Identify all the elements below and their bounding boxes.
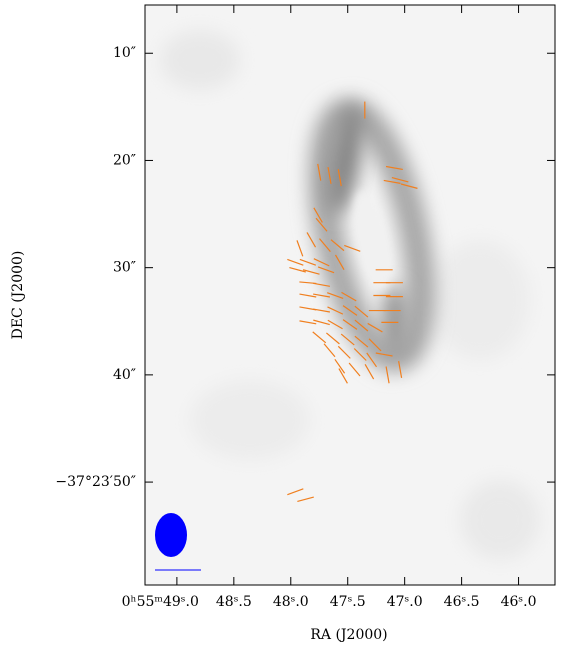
polarization-vector: [287, 258, 304, 266]
y-tick-label: 30″: [113, 260, 136, 276]
y-tick-label: 40″: [113, 367, 136, 383]
polarization-vector: [400, 183, 418, 189]
polarization-vector: [385, 165, 403, 171]
x-tick-label: 46ˢ.5: [444, 594, 480, 610]
polarization-vector: [297, 496, 314, 503]
y-tick-label: 20″: [113, 152, 136, 168]
polarization-vector: [313, 293, 331, 298]
polarization-vector: [330, 239, 345, 252]
polarization-vector: [299, 293, 317, 298]
polarization-vector: [366, 352, 378, 368]
polarization-vector: [326, 332, 340, 345]
x-tick-label: 47ˢ.0: [387, 594, 423, 610]
y-tick-label: 10″: [113, 45, 136, 61]
polarization-vector: [383, 179, 401, 184]
plot-frame: [144, 4, 556, 586]
polarization-vector: [334, 358, 346, 374]
polarization-vector: [296, 240, 304, 257]
polarization-vector: [313, 319, 330, 326]
x-tick-label: 48ˢ.5: [216, 594, 252, 610]
polarization-vector: [317, 163, 322, 181]
polarization-vector: [299, 320, 317, 325]
polarization-vector: [348, 362, 361, 377]
polarization-vector: [313, 308, 331, 313]
polarization-vector: [337, 345, 351, 359]
polarization-vector: [289, 267, 306, 273]
polarization-vector: [344, 244, 361, 252]
polarization-vector: [327, 319, 343, 330]
x-tick-label: 47ˢ.5: [330, 594, 366, 610]
polarization-vector: [313, 207, 323, 223]
polarization-vector: [334, 254, 345, 270]
polarization-vector: [368, 338, 382, 352]
polarization-vector: [313, 282, 331, 287]
polarization-vector: [364, 363, 375, 380]
polarization-vector: [323, 343, 336, 358]
x-tick-label: 0ʰ55ᵐ49ˢ.0: [122, 594, 199, 610]
polarization-vector: [341, 291, 357, 302]
x-tick-label: 46ˢ.0: [501, 594, 537, 610]
polarization-vector: [313, 258, 330, 267]
intensity-image: [145, 5, 555, 585]
polarization-vector: [315, 217, 328, 232]
polarization-vector: [338, 368, 348, 384]
polarization-vector: [375, 352, 393, 357]
polarization-vector: [354, 305, 369, 318]
polarization-vector: [327, 306, 344, 315]
polarization-vector: [354, 319, 369, 332]
polarization-vector: [342, 305, 358, 316]
x-axis-title: RA (J2000): [310, 627, 387, 643]
polarization-vector: [337, 169, 342, 187]
polarization-vector: [353, 348, 367, 361]
polarization-vector: [306, 232, 317, 248]
beam: [155, 513, 187, 557]
polarization-vector: [327, 166, 332, 184]
polarization-vector: [287, 488, 304, 496]
polarization-vector: [342, 319, 358, 330]
polarization-vector: [398, 361, 403, 378]
polarization-vector: [312, 331, 327, 344]
polarization-vector: [340, 333, 355, 346]
y-tick-label: −37°23′50″: [55, 474, 136, 490]
polarization-vector: [317, 266, 335, 274]
polarization-vector: [391, 176, 409, 183]
polarization-vector: [367, 322, 383, 333]
polarization-vector: [302, 269, 320, 275]
polarization-vector: [385, 366, 390, 384]
polarization-vector: [327, 292, 344, 300]
polarization-vector: [354, 335, 369, 348]
y-axis-title: DEC (J2000): [10, 251, 26, 340]
x-tick-label: 48ˢ.0: [273, 594, 309, 610]
polarization-vector: [319, 238, 331, 253]
polarization-vector: [299, 258, 317, 266]
